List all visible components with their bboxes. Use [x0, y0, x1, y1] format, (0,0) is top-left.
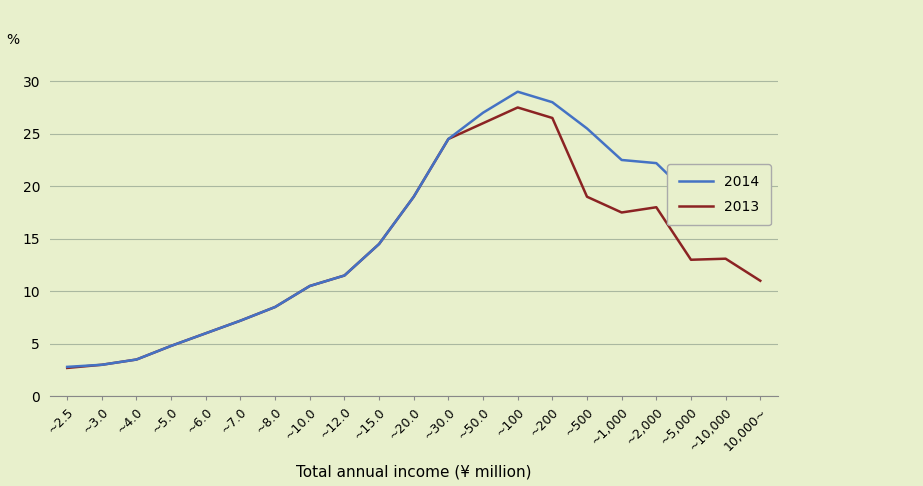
- 2013: [270, 304, 281, 310]
- 2014: [581, 125, 593, 131]
- 2014: [235, 318, 246, 324]
- 2013: [408, 194, 419, 200]
- 2014: [305, 283, 316, 289]
- 2014: [651, 160, 662, 166]
- X-axis label: Total annual income (¥ million): Total annual income (¥ million): [296, 464, 532, 479]
- 2014: [477, 110, 488, 116]
- Legend: 2014, 2013: 2014, 2013: [667, 164, 771, 226]
- 2013: [477, 121, 488, 126]
- 2013: [755, 278, 766, 284]
- Line: 2014: 2014: [67, 92, 761, 367]
- 2013: [651, 204, 662, 210]
- 2014: [686, 194, 697, 200]
- 2014: [546, 99, 557, 105]
- 2014: [165, 343, 176, 349]
- 2013: [131, 357, 142, 363]
- 2013: [62, 365, 73, 371]
- 2013: [581, 194, 593, 200]
- 2014: [720, 197, 731, 203]
- 2013: [686, 257, 697, 262]
- 2014: [62, 364, 73, 370]
- 2013: [617, 209, 628, 215]
- 2014: [512, 89, 523, 95]
- Text: %: %: [6, 33, 19, 47]
- 2014: [270, 304, 281, 310]
- 2013: [235, 318, 246, 324]
- 2013: [546, 115, 557, 121]
- 2013: [165, 343, 176, 349]
- Line: 2013: 2013: [67, 107, 761, 368]
- 2013: [720, 256, 731, 261]
- 2013: [374, 241, 385, 247]
- 2014: [408, 194, 419, 200]
- 2013: [512, 104, 523, 110]
- 2014: [96, 362, 107, 368]
- 2013: [96, 362, 107, 368]
- 2013: [200, 330, 211, 336]
- 2013: [443, 136, 454, 142]
- 2014: [443, 136, 454, 142]
- 2014: [617, 157, 628, 163]
- 2014: [755, 213, 766, 219]
- 2013: [305, 283, 316, 289]
- 2013: [339, 273, 350, 278]
- 2014: [200, 330, 211, 336]
- 2014: [131, 357, 142, 363]
- 2014: [339, 273, 350, 278]
- 2014: [374, 241, 385, 247]
